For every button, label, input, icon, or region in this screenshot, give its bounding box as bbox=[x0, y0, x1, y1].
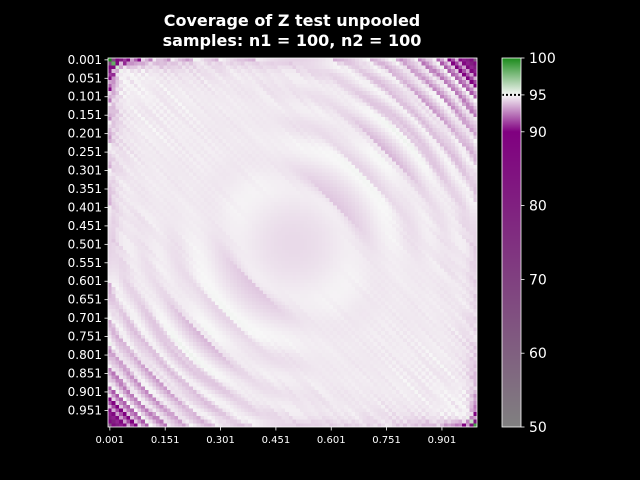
y-tick-label: 0.701 bbox=[68, 311, 102, 325]
y-tick-label: 0.601 bbox=[68, 274, 102, 288]
y-tick-label: 0.801 bbox=[68, 348, 102, 362]
y-tick-label: 0.201 bbox=[68, 127, 102, 141]
y-tick-label: 0.851 bbox=[68, 366, 102, 380]
y-tick-label: 0.901 bbox=[68, 385, 102, 399]
x-tick-label: 0.751 bbox=[372, 435, 401, 446]
colorbar-tick-label: 90 bbox=[529, 125, 547, 141]
chart-title: Coverage of Z test unpooled bbox=[163, 11, 421, 30]
y-tick-label: 0.001 bbox=[68, 53, 102, 67]
colorbar-tick-label: 95 bbox=[529, 88, 547, 104]
y-tick-label: 0.351 bbox=[68, 182, 102, 196]
colorbar-gradient bbox=[502, 58, 521, 427]
y-tick-label: 0.051 bbox=[68, 71, 102, 85]
colorbar-frame bbox=[501, 57, 522, 428]
y-tick-label: 0.101 bbox=[68, 90, 102, 104]
colorbar-tick-label: 50 bbox=[529, 420, 547, 436]
x-tick-label: 0.301 bbox=[206, 435, 235, 446]
chart-subtitle: samples: n1 = 100, n2 = 100 bbox=[162, 31, 422, 50]
x-tick-label: 0.001 bbox=[96, 435, 125, 446]
y-tick-label: 0.151 bbox=[68, 108, 102, 122]
y-tick-label: 0.401 bbox=[68, 200, 102, 214]
x-tick-label: 0.151 bbox=[151, 435, 180, 446]
colorbar-tick-label: 80 bbox=[529, 199, 547, 215]
y-tick-label: 0.751 bbox=[68, 330, 102, 344]
x-tick-label: 0.601 bbox=[317, 435, 346, 446]
y-tick-label: 0.451 bbox=[68, 219, 102, 233]
chart-title-block: Coverage of Z test unpooled samples: n1 … bbox=[0, 11, 584, 51]
colorbar-tick-label: 70 bbox=[529, 272, 547, 288]
y-tick-label: 0.651 bbox=[68, 293, 102, 307]
y-tick-label: 0.301 bbox=[68, 164, 102, 178]
y-tick-label: 0.951 bbox=[68, 403, 102, 417]
y-tick-label: 0.501 bbox=[68, 237, 102, 251]
x-tick-label: 0.451 bbox=[262, 435, 291, 446]
heatmap-cells bbox=[108, 58, 477, 427]
plot-frame bbox=[107, 57, 478, 428]
y-tick-label: 0.251 bbox=[68, 145, 102, 159]
colorbar-tick-label: 100 bbox=[529, 51, 556, 67]
y-tick-label: 0.551 bbox=[68, 256, 102, 270]
x-tick-label: 0.901 bbox=[428, 435, 457, 446]
colorbar-tick-label: 60 bbox=[529, 346, 547, 362]
